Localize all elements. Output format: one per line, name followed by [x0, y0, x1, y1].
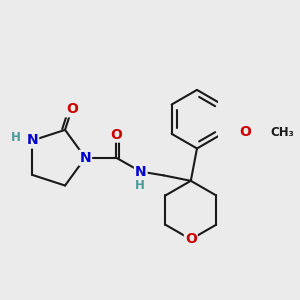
Text: O: O	[110, 128, 122, 142]
Text: N: N	[26, 134, 38, 148]
Text: O: O	[66, 102, 78, 116]
Text: N: N	[135, 165, 147, 178]
Text: H: H	[135, 179, 145, 192]
Text: O: O	[185, 232, 197, 246]
Text: O: O	[239, 125, 251, 139]
Text: H: H	[11, 131, 20, 144]
Text: N: N	[80, 151, 91, 165]
Text: CH₃: CH₃	[270, 126, 294, 139]
